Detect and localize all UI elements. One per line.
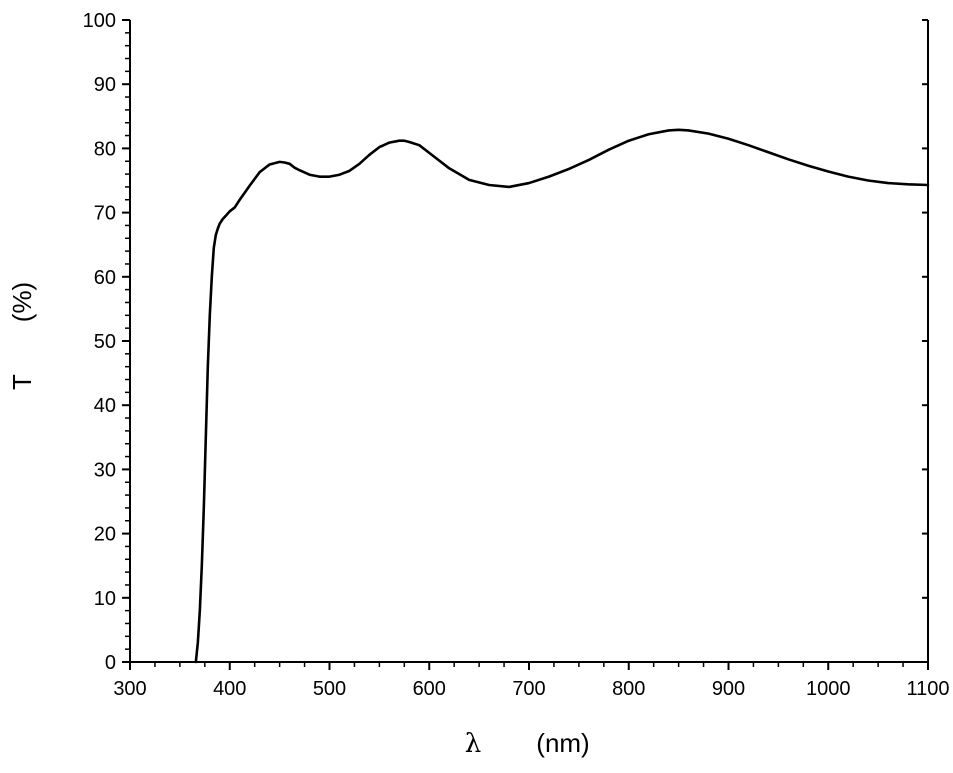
plot-area xyxy=(129,20,929,663)
y-tick-label: 80 xyxy=(94,138,116,160)
x-tick-label: 400 xyxy=(213,678,246,700)
x-axis-label-unit: (nm) xyxy=(536,728,589,758)
y-axis-ticks xyxy=(122,19,928,663)
y-tick-label: 20 xyxy=(94,524,116,546)
y-axis-tick-labels: 0 10 20 30 40 50 60 70 80 90 100 xyxy=(83,10,116,674)
y-tick-label: 40 xyxy=(94,395,116,417)
y-tick-label: 0 xyxy=(105,652,116,674)
x-tick-label: 900 xyxy=(712,678,745,700)
x-tick-label: 700 xyxy=(512,678,545,700)
x-tick-label: 1000 xyxy=(806,678,851,700)
y-axis-label-unit: (%) xyxy=(7,282,37,322)
x-tick-label: 800 xyxy=(612,678,645,700)
y-tick-label: 30 xyxy=(94,459,116,481)
x-tick-label: 1100 xyxy=(906,678,949,700)
x-tick-label: 300 xyxy=(113,678,146,700)
transmittance-series-line xyxy=(194,128,930,664)
x-axis-tick-labels: 300 400 500 600 700 800 900 1000 1100 xyxy=(113,678,949,700)
y-tick-label: 100 xyxy=(83,10,116,32)
y-tick-label: 10 xyxy=(94,588,116,610)
x-tick-label: 500 xyxy=(313,678,346,700)
y-axis-label-symbol: T xyxy=(7,374,37,390)
x-tick-label: 600 xyxy=(413,678,446,700)
x-axis-label-symbol: λ xyxy=(465,729,481,759)
y-tick-label: 60 xyxy=(94,267,116,289)
x-axis-ticks xyxy=(129,662,929,670)
y-tick-label: 50 xyxy=(94,331,116,353)
y-tick-label: 70 xyxy=(94,203,116,225)
y-tick-label: 90 xyxy=(94,74,116,96)
